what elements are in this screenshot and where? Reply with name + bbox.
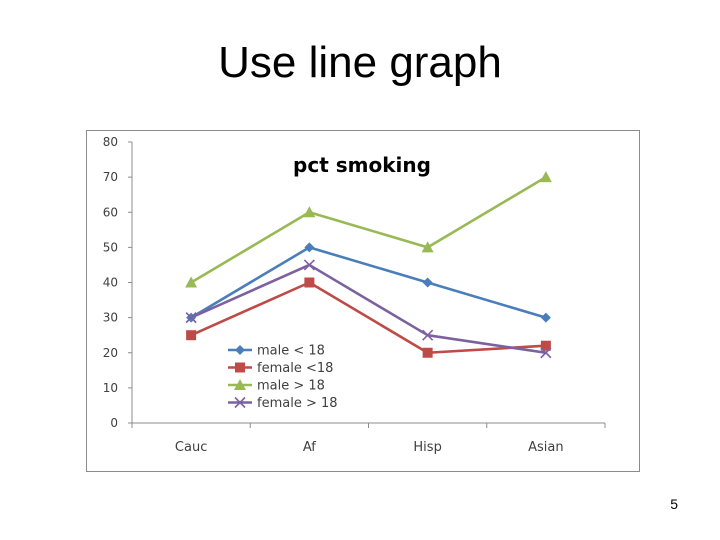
y-tick-label: 30 <box>103 311 118 325</box>
y-tick-label: 80 <box>103 135 118 149</box>
data-point-3-1 <box>303 259 315 271</box>
legend-marker <box>235 345 245 355</box>
data-point-2-3 <box>539 171 552 183</box>
slide-title: Use line graph <box>218 38 502 87</box>
y-tick-label: 10 <box>103 381 118 395</box>
data-point-0-2 <box>422 277 433 288</box>
x-tick-label: Asian <box>528 440 563 455</box>
y-tick-label: 60 <box>103 205 118 219</box>
legend-marker <box>235 362 245 373</box>
data-point-2-1 <box>303 206 316 218</box>
series-line-0 <box>190 246 547 319</box>
data-point-1-1 <box>304 277 315 288</box>
series-line-3 <box>190 263 547 355</box>
legend-label: male > 18 <box>257 379 325 394</box>
data-point-0-1 <box>304 242 315 253</box>
data-point-3-0 <box>185 312 197 324</box>
data-point-1-0 <box>186 330 197 341</box>
page-number: 5 <box>670 496 678 512</box>
data-point-2-2 <box>421 241 434 253</box>
chart-title: pct smoking <box>293 153 431 177</box>
x-tick-label: Af <box>303 440 316 455</box>
legend-label: female > 18 <box>257 396 338 411</box>
legend: male < 18 female <18 male > 18 female > 18 <box>228 344 338 411</box>
legend-marker <box>234 396 246 409</box>
data-point-3-2 <box>422 329 434 341</box>
data-point-0-3 <box>540 312 551 323</box>
y-tick-label: 20 <box>103 346 118 360</box>
y-tick-label: 70 <box>103 170 118 184</box>
data-point-2-0 <box>185 276 198 288</box>
chart-frame <box>86 130 640 472</box>
x-tick-label: Cauc <box>175 440 207 455</box>
data-point-3-3 <box>540 347 552 359</box>
y-tick-label: 50 <box>103 240 118 254</box>
x-tick-label: Hisp <box>413 440 441 455</box>
y-tick-label: 40 <box>103 276 118 290</box>
legend-label: female <18 <box>257 361 333 376</box>
series-line-1 <box>190 281 546 355</box>
data-point-1-2 <box>422 347 433 358</box>
data-point-1-3 <box>540 340 551 351</box>
y-tick-label: 0 <box>110 416 118 430</box>
legend-label: male < 18 <box>257 344 325 359</box>
series-line-2 <box>190 176 547 284</box>
legend-marker <box>234 379 246 390</box>
